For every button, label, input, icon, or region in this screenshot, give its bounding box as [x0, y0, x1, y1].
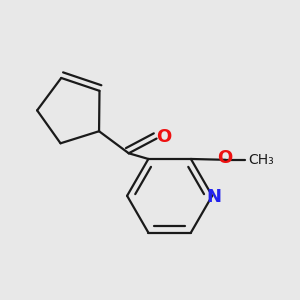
Text: CH₃: CH₃: [248, 153, 274, 167]
Text: O: O: [218, 149, 233, 167]
Text: N: N: [206, 188, 221, 206]
Text: O: O: [156, 128, 171, 146]
